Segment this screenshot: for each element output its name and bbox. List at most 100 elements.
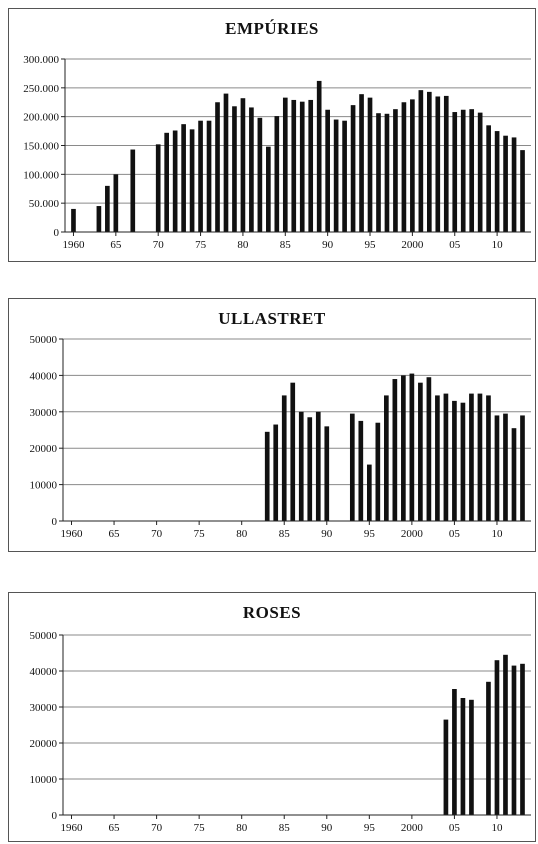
bar	[418, 382, 423, 521]
bar	[113, 174, 119, 232]
bar	[469, 393, 474, 521]
bar	[367, 97, 373, 233]
bar	[189, 129, 195, 232]
y-tick-label: 50000	[30, 630, 58, 642]
x-tick-label: 85	[279, 528, 291, 540]
bar	[105, 185, 110, 232]
bar	[350, 105, 356, 232]
bar	[315, 411, 321, 521]
y-tick-label: 100.000	[23, 169, 59, 181]
bar	[274, 116, 280, 232]
bar	[477, 112, 483, 232]
y-tick-label: 200.000	[23, 112, 59, 124]
bar	[494, 415, 500, 521]
bar	[325, 109, 330, 232]
bar	[443, 95, 449, 232]
y-tick-label: 40000	[30, 370, 58, 382]
x-tick-label: 90	[321, 528, 333, 540]
bar	[264, 431, 270, 521]
bar	[376, 113, 381, 232]
y-tick-label: 150.000	[23, 141, 59, 153]
bar	[511, 665, 517, 815]
bar	[290, 382, 296, 521]
bar	[215, 102, 220, 232]
bar	[469, 699, 474, 815]
bar	[172, 130, 178, 232]
bar	[452, 689, 457, 815]
bar	[130, 149, 136, 232]
y-tick-label: 20000	[30, 738, 58, 750]
bar	[520, 663, 525, 815]
x-tick-label: 80	[237, 239, 249, 251]
x-tick-label: 65	[110, 239, 122, 251]
bar	[308, 99, 314, 233]
x-tick-label: 75	[194, 822, 206, 834]
bar	[375, 422, 381, 521]
x-tick-label: 65	[109, 528, 121, 540]
bar	[494, 660, 500, 815]
y-tick-label: 50.000	[29, 198, 60, 210]
x-tick-label: 2000	[401, 239, 424, 251]
x-tick-label: 95	[364, 528, 376, 540]
bar	[452, 112, 458, 232]
bar	[232, 106, 237, 232]
bar	[443, 719, 449, 815]
bar	[469, 109, 475, 232]
bar	[503, 413, 508, 521]
bar	[240, 98, 246, 232]
x-tick-label: 05	[449, 239, 461, 251]
x-tick-label: 2000	[401, 528, 424, 540]
bar	[503, 135, 508, 232]
bar	[511, 137, 517, 232]
bar	[316, 80, 322, 232]
chart-empuries: EMPÚRIES 0 50.000 100.000 150.000 200.000 250…	[8, 8, 536, 262]
bar	[282, 97, 288, 233]
bar	[401, 375, 406, 521]
bar	[384, 395, 389, 521]
x-tick-label: 05	[449, 822, 461, 834]
x-tick-label: 80	[236, 822, 248, 834]
bar	[96, 206, 102, 232]
bar	[460, 109, 466, 232]
bar	[359, 94, 364, 232]
y-tick-label: 0	[52, 810, 58, 822]
x-tick-label: 2000	[401, 822, 424, 834]
bar	[443, 393, 449, 521]
bar	[257, 117, 263, 232]
chart-plot: 0 10000 20000 30000 40000 50000 1960 65 70 75 80 85…	[30, 630, 531, 834]
bar	[410, 99, 415, 232]
bar	[452, 400, 457, 521]
bar	[206, 120, 212, 232]
chart-plot: 0 50.000 100.000 150.000 200.000 250.000 300.0…	[23, 54, 531, 251]
y-tick-label: 10000	[30, 774, 58, 786]
bar	[486, 395, 491, 521]
bar	[426, 91, 432, 233]
bar	[486, 681, 491, 815]
bar	[520, 150, 525, 232]
x-tick-label: 10	[492, 239, 504, 251]
bar	[358, 420, 364, 521]
bar	[494, 131, 500, 232]
y-tick-label: 50000	[30, 334, 58, 346]
x-tick-label: 95	[365, 239, 377, 251]
bar	[460, 698, 466, 815]
chart-title: EMPÚRIES	[225, 19, 319, 38]
bar	[324, 426, 330, 521]
chart-ullastret: ULLASTRET 0 10000 20000 30000 40000 50000 1960…	[8, 298, 536, 552]
bar	[384, 113, 390, 232]
bar	[291, 99, 297, 233]
x-tick-label: 10	[491, 528, 503, 540]
y-tick-label: 30000	[30, 407, 58, 419]
bar	[418, 90, 424, 232]
x-tick-label: 70	[153, 239, 165, 251]
bar	[392, 379, 398, 521]
x-tick-label: 05	[449, 528, 461, 540]
bar	[181, 124, 186, 232]
bar	[435, 96, 441, 232]
x-tick-label: 70	[151, 528, 163, 540]
x-tick-label: 1960	[61, 822, 84, 834]
x-tick-label: 75	[195, 239, 207, 251]
x-tick-label: 80	[236, 528, 248, 540]
x-tick-label: 90	[321, 822, 333, 834]
bar	[477, 393, 483, 521]
